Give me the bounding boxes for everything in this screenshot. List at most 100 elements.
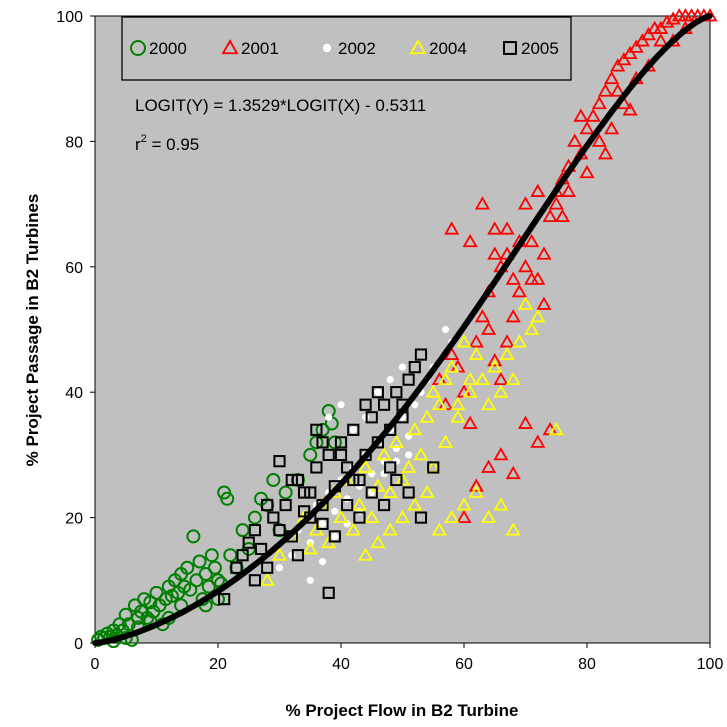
data-point-2000 <box>220 491 235 506</box>
data-point-2005 <box>322 448 335 461</box>
data-point-2004 <box>407 422 423 436</box>
legend: 2000 2001 2002 2004 2005 <box>121 16 572 81</box>
fit-curve <box>92 13 713 646</box>
y-tick-label: 40 <box>65 385 83 402</box>
data-point-2001 <box>616 52 632 66</box>
data-point-2005 <box>291 473 305 487</box>
data-point-2005 <box>328 530 341 543</box>
data-point-2002 <box>392 457 400 465</box>
data-point-2001 <box>634 33 650 47</box>
data-point-2000 <box>118 607 133 622</box>
data-point-2005 <box>267 511 280 524</box>
data-point-2001 <box>560 183 577 197</box>
data-point-2005 <box>316 517 329 530</box>
data-point-2001 <box>579 121 595 135</box>
data-point-2000 <box>266 472 281 487</box>
data-point-2004 <box>511 334 527 348</box>
data-point-2000 <box>278 485 293 500</box>
data-point-2004 <box>431 396 447 411</box>
y-tick-label: 60 <box>65 260 83 277</box>
series-2000 <box>91 404 342 649</box>
data-point-2004 <box>364 509 380 523</box>
data-point-2005 <box>365 411 378 424</box>
data-point-2004 <box>271 547 288 561</box>
data-point-2001 <box>610 83 626 97</box>
data-point-2002 <box>355 482 364 490</box>
data-point-2002 <box>288 551 296 559</box>
data-point-2004 <box>517 296 534 310</box>
data-point-2002 <box>398 363 407 371</box>
legend-marker-2000 <box>130 40 146 56</box>
data-point-2001 <box>640 26 657 41</box>
data-point-2001 <box>517 258 534 273</box>
data-point-2005 <box>273 524 286 537</box>
data-point-2004 <box>524 321 540 335</box>
data-point-2002 <box>411 401 419 409</box>
data-point-2005 <box>298 505 311 518</box>
data-point-2001 <box>462 233 478 248</box>
data-point-2005 <box>347 423 360 436</box>
data-point-2005 <box>414 348 428 361</box>
data-point-2005 <box>371 386 384 399</box>
data-point-2002 <box>405 451 413 459</box>
data-point-2001 <box>487 246 503 260</box>
legend-item-2000: 2000 <box>130 39 187 58</box>
data-point-2004 <box>419 409 435 423</box>
data-point-2002 <box>306 576 314 584</box>
data-point-2001 <box>524 271 540 285</box>
data-point-2005 <box>353 511 366 524</box>
data-point-2005 <box>408 361 421 374</box>
data-point-2002 <box>349 426 357 434</box>
data-point-2000 <box>180 560 195 575</box>
data-point-2005 <box>285 473 298 487</box>
data-point-2004 <box>505 371 521 386</box>
legend-item-2001: 2001 <box>221 39 279 58</box>
data-point-2005 <box>341 498 354 512</box>
legend-items: 2000 2001 2002 2004 2005 <box>130 39 559 58</box>
y-tick-label: 0 <box>74 636 83 653</box>
data-point-2004 <box>431 522 447 536</box>
data-point-2001 <box>542 208 558 223</box>
legend-label-2000: 2000 <box>149 39 187 58</box>
data-point-2004 <box>481 509 497 523</box>
data-point-2001 <box>585 108 601 122</box>
data-point-2004 <box>382 484 398 498</box>
data-point-2005 <box>384 461 397 474</box>
data-point-2001 <box>530 183 546 197</box>
data-point-2001 <box>487 221 503 235</box>
data-point-2001 <box>505 465 521 480</box>
legend-marker-2005 <box>503 41 517 55</box>
data-point-2000 <box>183 582 198 597</box>
data-point-2001 <box>444 221 460 235</box>
y-tick-label: 80 <box>65 134 83 151</box>
data-point-2000 <box>247 510 262 525</box>
data-point-2001 <box>530 434 546 448</box>
data-point-2002 <box>331 507 339 515</box>
data-point-2000 <box>211 573 225 588</box>
data-point-2001 <box>665 11 681 25</box>
data-point-2002 <box>380 470 388 478</box>
data-point-2004 <box>394 472 411 486</box>
data-point-2005 <box>291 549 305 562</box>
data-point-2001 <box>505 271 521 285</box>
legend-label-2001: 2001 <box>241 39 279 58</box>
data-point-2004 <box>499 346 515 360</box>
data-point-2005 <box>248 574 262 587</box>
data-point-2002 <box>318 520 327 528</box>
data-point-2005 <box>248 524 262 537</box>
data-point-2000 <box>303 447 318 462</box>
x-tick-label: 80 <box>578 656 596 673</box>
data-point-2004 <box>530 309 546 323</box>
data-point-2002 <box>337 401 345 409</box>
data-point-2002 <box>325 413 333 421</box>
data-point-2004 <box>259 572 275 586</box>
data-point-2005 <box>427 461 440 474</box>
data-point-2002 <box>275 564 284 572</box>
data-point-2001 <box>628 39 644 53</box>
data-point-2000 <box>309 435 324 450</box>
data-point-2001 <box>517 415 534 429</box>
data-point-2001 <box>499 334 515 348</box>
data-point-2000 <box>189 573 204 588</box>
data-point-2001 <box>505 309 521 323</box>
data-point-2001 <box>487 353 503 367</box>
